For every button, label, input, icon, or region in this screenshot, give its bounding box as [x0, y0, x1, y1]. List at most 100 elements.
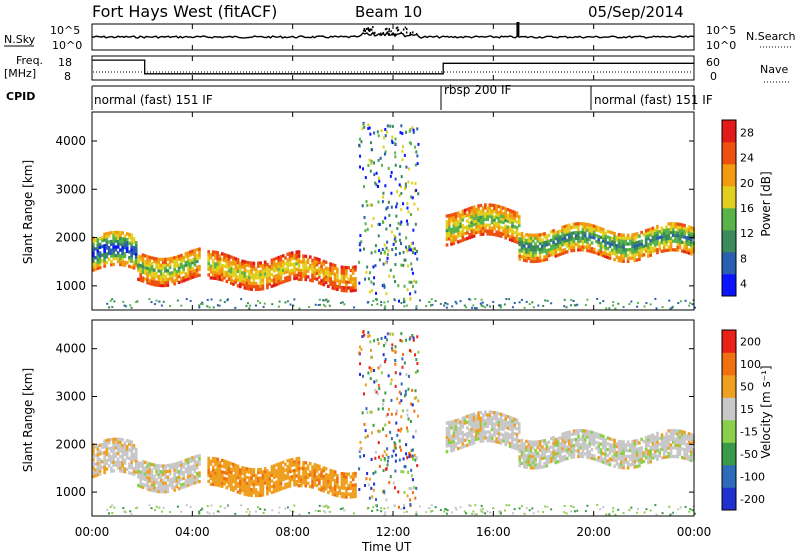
nsky-left-tick-top: 10^5: [50, 24, 80, 37]
velocity-cell: [134, 470, 138, 474]
power-cell: [525, 250, 528, 254]
velocity-cell: [665, 446, 668, 450]
power-cell: [112, 262, 115, 267]
velocity-cell: [459, 420, 462, 424]
velocity-cell: [545, 458, 549, 462]
velocity-cell: [581, 431, 585, 436]
velocity-cell: [653, 435, 657, 439]
power-cell: [461, 212, 465, 216]
velocity-cell: [150, 485, 154, 490]
velocity-cell: [633, 451, 637, 455]
power-cell: [279, 278, 283, 282]
velocity-clutter-cell: [643, 511, 646, 514]
velocity-cell: [608, 457, 612, 461]
velocity-cell: [141, 471, 145, 475]
velocity-cell: [631, 451, 634, 455]
velocity-cell: [322, 469, 326, 473]
velocity-cell: [656, 449, 659, 453]
velocity-clutter-cell: [216, 510, 219, 513]
velocity-cell: [456, 441, 460, 445]
velocity-cell: [631, 460, 634, 464]
velocity-cell: [450, 449, 453, 453]
power-cell: [635, 243, 639, 248]
power-cell: [656, 227, 659, 232]
velocity-cell: [484, 421, 487, 426]
velocity-cell: [207, 471, 211, 475]
power-cell: [515, 228, 519, 233]
power-cell: [243, 277, 247, 281]
velocity-cell: [103, 468, 106, 472]
velocity-cell: [329, 471, 332, 475]
velocity-cell: [250, 488, 253, 492]
velocity-cell: [313, 463, 317, 467]
power-cell: [241, 259, 244, 263]
velocity-cell: [468, 419, 471, 424]
power-cell: [150, 279, 154, 283]
velocity-cell: [207, 479, 211, 483]
velocity-cell: [229, 462, 233, 466]
velocity-cell: [103, 459, 106, 463]
velocity-cell: [173, 485, 176, 489]
velocity-cell: [223, 476, 226, 481]
velocity-cell: [631, 439, 634, 444]
velocity-cell: [143, 469, 147, 473]
velocity-cell: [263, 481, 267, 485]
power-cell: [676, 225, 680, 229]
power-cell: [522, 241, 526, 245]
power-cell: [644, 235, 648, 239]
velocity-cell: [214, 480, 217, 484]
power-cell: [211, 267, 215, 272]
velocity-cell: [613, 455, 616, 460]
power-cell: [148, 267, 152, 271]
power-cell: [635, 232, 639, 236]
velocity-cell: [270, 465, 274, 469]
power-cell: [633, 258, 637, 263]
velocity-cell: [543, 441, 546, 446]
velocity-cell: [574, 432, 578, 436]
power-cell: [497, 233, 501, 238]
power-cell: [324, 275, 328, 279]
velocity-cell: [220, 470, 224, 474]
velocity-cell: [683, 447, 686, 452]
velocity-clutter-cell: [480, 504, 483, 507]
power-cell: [299, 260, 303, 264]
power-cell: [615, 247, 619, 251]
power-cell: [166, 280, 170, 284]
power-cell: [499, 220, 503, 224]
power-cell: [649, 247, 653, 252]
velocity-cell: [649, 448, 653, 452]
power-cell: [257, 270, 260, 274]
power-cell: [540, 258, 544, 263]
velocity-cell: [139, 476, 143, 480]
velocity-cell: [320, 488, 323, 492]
velocity-cell: [506, 423, 510, 427]
velocity-cell: [468, 442, 471, 446]
velocity-cell: [304, 475, 308, 479]
power-cell: [687, 231, 691, 235]
power-cell: [232, 259, 235, 263]
power-noise-cell: [381, 200, 384, 204]
velocity-cell: [152, 463, 156, 467]
power-noise-cell: [399, 185, 402, 189]
velocity-cell: [586, 446, 589, 451]
power-cell: [559, 246, 562, 251]
velocity-cell: [112, 446, 115, 450]
velocity-cell: [465, 414, 469, 419]
power-cell: [477, 215, 480, 220]
power-cell: [513, 225, 517, 229]
power-cell: [254, 267, 258, 271]
power-cell: [545, 243, 549, 247]
power-cell: [506, 208, 510, 212]
nsky-left-tick-bottom: 10^0: [52, 39, 82, 52]
power-cell: [161, 283, 165, 288]
power-cell: [211, 270, 215, 274]
velocity-cell: [241, 480, 244, 484]
power-noise-cell: [386, 253, 389, 257]
power-cell: [248, 287, 251, 291]
power-cell: [232, 267, 235, 272]
power-cell: [290, 271, 294, 275]
power-noise-cell: [394, 151, 397, 155]
velocity-cell: [211, 471, 215, 475]
velocity-cell: [470, 421, 474, 426]
power-cell: [454, 220, 458, 225]
